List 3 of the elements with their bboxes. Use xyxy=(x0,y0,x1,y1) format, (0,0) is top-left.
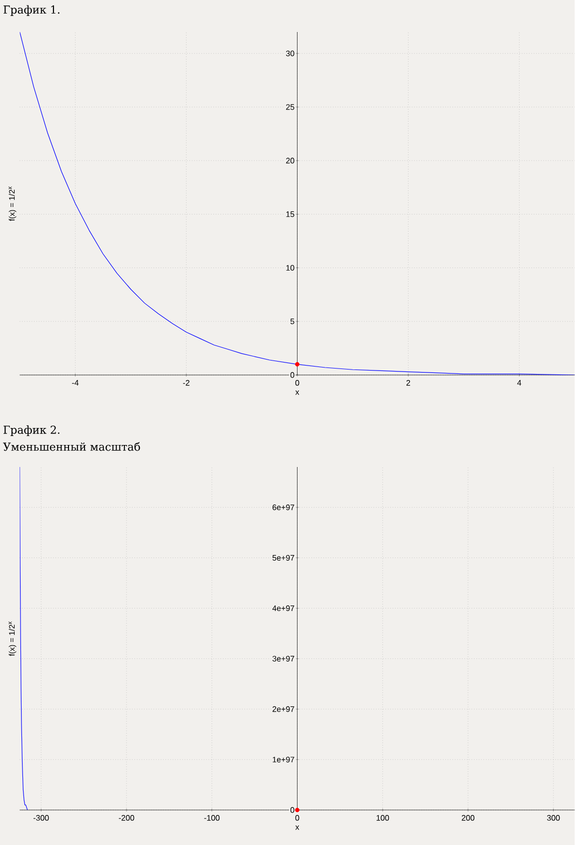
chart-title: График 2. xyxy=(4,425,60,436)
chart-subtitle: Уменьшенный масштаб xyxy=(3,442,140,451)
chart-title: График 1. xyxy=(4,5,60,16)
